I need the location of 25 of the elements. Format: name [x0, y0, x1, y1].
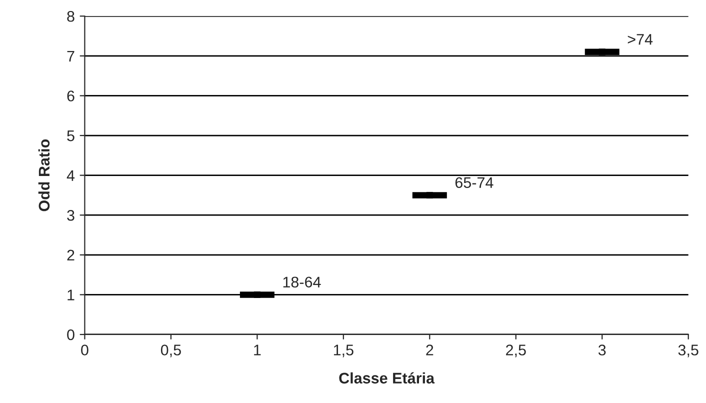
- annotation: >74: [628, 34, 653, 45]
- y-tick-label: 8: [67, 10, 74, 22]
- y-axis-title: Odd Ratio: [38, 139, 50, 212]
- x-tick-label: 1: [254, 344, 261, 356]
- y-tick-label: 5: [67, 130, 74, 142]
- annotation: 65-74: [455, 177, 494, 188]
- point: [598, 48, 606, 56]
- x-tick-label: 2: [426, 344, 434, 356]
- x-tick-label: 3: [598, 344, 606, 356]
- y-tick-label: 3: [67, 210, 74, 221]
- y-tick-label: 2: [67, 250, 74, 260]
- x-tick-label: 0: [81, 344, 88, 356]
- y-tick-label: 1: [68, 290, 74, 300]
- point: [426, 192, 433, 198]
- y-tick-label: 7: [67, 50, 74, 62]
- x-tick-label: 1,5: [334, 344, 354, 358]
- point: [254, 291, 260, 298]
- y-tick-label: 0: [67, 329, 74, 340]
- x-tick-label: 0,5: [160, 344, 181, 358]
- y-tick-label: 4: [66, 170, 75, 181]
- x-axis-title: Classe Etária: [339, 372, 435, 384]
- x-tick-label: 2,5: [506, 344, 526, 358]
- y-tick-label: 6: [67, 90, 74, 102]
- annotation: 18-64: [283, 276, 321, 288]
- x-tick-label: 3,5: [678, 344, 698, 358]
